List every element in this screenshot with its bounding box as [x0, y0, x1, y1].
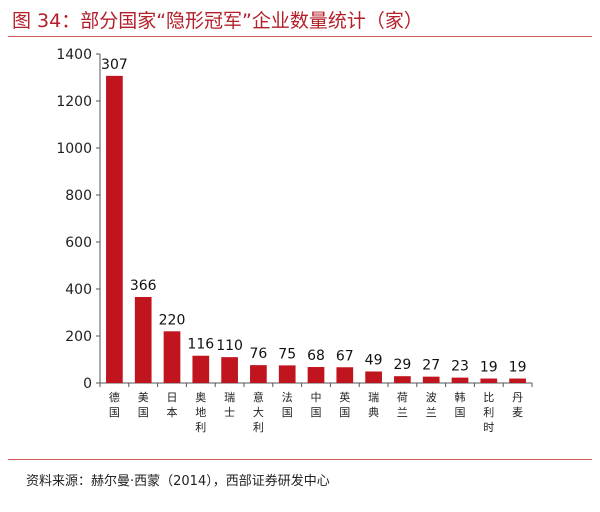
category-label: 韩国 — [455, 390, 466, 419]
y-tick-label: 1200 — [56, 94, 92, 110]
bar — [365, 371, 382, 383]
bar — [106, 75, 123, 383]
bar — [221, 357, 238, 383]
bar — [336, 367, 354, 383]
data-label: 366 — [130, 278, 157, 294]
bar — [278, 365, 296, 383]
category-label: 日本 — [167, 391, 178, 419]
data-label: 27 — [422, 358, 440, 374]
bar — [163, 331, 181, 383]
y-tick-label: 1400 — [56, 47, 92, 63]
bar — [192, 355, 210, 383]
category-label: 瑞典 — [368, 390, 379, 419]
category-label: 英国 — [339, 390, 350, 419]
category-label: 瑞士 — [224, 390, 235, 419]
bar — [134, 296, 152, 383]
bar — [451, 377, 469, 383]
bar — [480, 378, 498, 383]
bar — [250, 365, 267, 383]
category-label: 奥地利 — [195, 390, 206, 434]
data-label: 67 — [336, 348, 354, 364]
bars — [106, 75, 526, 383]
bar — [307, 367, 325, 383]
data-label: 110 — [216, 338, 243, 354]
y-tick-label: 1000 — [56, 141, 92, 157]
category-label: 法国 — [282, 390, 293, 419]
x-axis — [99, 382, 533, 387]
data-label: 75 — [278, 346, 296, 362]
y-tick-label: 200 — [65, 329, 92, 345]
category-label: 美国 — [138, 391, 149, 419]
data-label: 220 — [159, 312, 186, 328]
data-label: 19 — [509, 360, 527, 376]
category-label: 荷兰 — [397, 391, 408, 419]
data-label: 76 — [249, 346, 267, 362]
data-label: 23 — [451, 359, 469, 375]
data-label: 29 — [393, 357, 411, 373]
category-label: 波兰 — [426, 391, 437, 419]
y-axis: 0 200 400 600 800 1000 1200 1400 — [56, 47, 101, 392]
y-tick-label: 800 — [65, 188, 92, 204]
bar — [422, 376, 440, 383]
title-divider — [8, 36, 592, 37]
category-label: 比利时 — [483, 391, 494, 434]
category-label: 德国 — [109, 390, 120, 419]
bar — [394, 376, 411, 383]
data-label: 307 — [101, 57, 128, 73]
data-label: 19 — [480, 360, 498, 376]
category-label: 丹麦 — [512, 391, 523, 419]
source-divider — [8, 459, 592, 460]
figure-source: 资料来源：赫尔曼·西蒙（2014），西部证券研发中心 — [26, 474, 330, 489]
data-label: 68 — [307, 348, 325, 364]
data-label: 116 — [187, 337, 214, 353]
y-tick-label: 600 — [65, 235, 92, 251]
category-label: 意大利 — [253, 390, 264, 434]
category-label: 中国 — [311, 391, 322, 419]
y-tick-label: 400 — [65, 282, 92, 298]
bar — [509, 378, 526, 383]
figure-title: 图 34：部分国家“隐形冠军”企业数量统计（家） — [12, 10, 423, 32]
y-tick-label: 0 — [83, 376, 92, 392]
data-label: 49 — [365, 352, 383, 368]
